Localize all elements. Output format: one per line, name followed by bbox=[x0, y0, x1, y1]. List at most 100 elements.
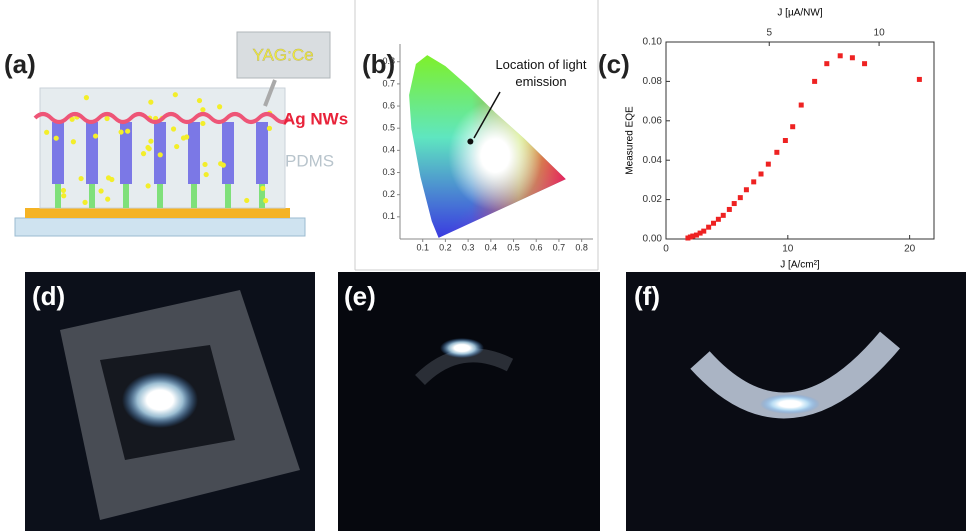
emission bbox=[122, 372, 198, 428]
x-tick-label: 0.3 bbox=[462, 242, 475, 252]
x-axis-title: J [A/cm²] bbox=[780, 260, 820, 271]
yag-arrow bbox=[263, 79, 277, 107]
panel-label: (e) bbox=[344, 281, 376, 311]
nanowire bbox=[188, 122, 200, 184]
y-tick-label: 0.7 bbox=[382, 78, 395, 88]
panel-label: (f) bbox=[634, 281, 660, 311]
y-tick-label: 0.3 bbox=[382, 167, 395, 177]
particle bbox=[263, 198, 269, 204]
y-tick-label: 0.08 bbox=[643, 76, 663, 87]
particle bbox=[83, 95, 90, 101]
panel-label: (c) bbox=[598, 49, 630, 79]
particle bbox=[98, 188, 104, 194]
photo-e: (e) bbox=[338, 272, 600, 531]
data-point bbox=[916, 76, 922, 82]
panel-label: (b) bbox=[362, 49, 395, 79]
data-point bbox=[731, 201, 737, 207]
nanowire bbox=[256, 122, 268, 184]
particle bbox=[202, 161, 208, 168]
y-tick-label: 0.10 bbox=[643, 37, 663, 48]
annotation-arrow bbox=[473, 91, 501, 139]
photo-f: (f) bbox=[626, 272, 966, 531]
particle bbox=[200, 120, 206, 127]
agnw-label: Ag NWs bbox=[283, 109, 348, 128]
particle bbox=[170, 126, 177, 132]
panel-label: (a) bbox=[4, 49, 36, 79]
particle bbox=[61, 193, 67, 199]
y-tick-label: 0.06 bbox=[643, 115, 663, 126]
nanowire bbox=[86, 122, 98, 184]
particle bbox=[125, 128, 131, 134]
data-point bbox=[743, 187, 749, 193]
y-tick-label: 0.8 bbox=[382, 56, 395, 66]
particle bbox=[184, 134, 190, 140]
particle bbox=[217, 104, 223, 110]
contact bbox=[89, 184, 95, 208]
panel-b: (b) bbox=[354, 0, 599, 271]
particle bbox=[218, 161, 224, 167]
data-point bbox=[711, 220, 717, 226]
particle bbox=[92, 133, 99, 139]
contact bbox=[259, 184, 265, 208]
x2-tick-label: 5 bbox=[766, 28, 772, 39]
x-tick-label: 0.5 bbox=[507, 242, 520, 252]
y-tick-label: 0.4 bbox=[382, 145, 395, 155]
emission-point bbox=[467, 138, 474, 145]
pdms-label: PDMS bbox=[285, 151, 334, 170]
data-point bbox=[693, 232, 699, 238]
particle bbox=[60, 187, 67, 194]
x-tick-label: 0.1 bbox=[416, 242, 429, 252]
data-point bbox=[715, 216, 721, 222]
particle bbox=[53, 135, 59, 141]
data-point bbox=[824, 61, 830, 67]
nanowire bbox=[120, 122, 132, 184]
particle bbox=[174, 143, 180, 150]
yag-box bbox=[236, 31, 331, 79]
y-tick-label: 0.5 bbox=[382, 123, 395, 133]
data-point bbox=[720, 212, 726, 218]
particle bbox=[78, 175, 84, 182]
x2-tick-label: 10 bbox=[874, 28, 886, 39]
particle bbox=[172, 92, 178, 98]
data-point bbox=[837, 53, 843, 59]
emission bbox=[760, 394, 820, 414]
electrode bbox=[25, 208, 290, 218]
substrate bbox=[14, 217, 306, 237]
data-point bbox=[701, 228, 707, 234]
annotation: Location of light emission bbox=[495, 57, 587, 89]
data-point bbox=[706, 224, 712, 230]
contact bbox=[123, 184, 129, 208]
particle bbox=[69, 116, 75, 122]
x-tick-label: 0.2 bbox=[439, 242, 452, 252]
particle bbox=[266, 125, 273, 131]
data-point bbox=[751, 179, 757, 185]
x-tick-label: 0.6 bbox=[530, 242, 543, 252]
data-point bbox=[758, 171, 764, 177]
data-point bbox=[774, 149, 780, 155]
y-tick-label: 0.00 bbox=[643, 234, 663, 245]
data-point bbox=[697, 230, 703, 236]
y-tick-label: 0.1 bbox=[382, 211, 395, 221]
particle bbox=[203, 171, 209, 178]
x-tick-label: 0.7 bbox=[553, 242, 566, 252]
data-point bbox=[765, 161, 771, 167]
data-point bbox=[782, 138, 788, 143]
particle bbox=[196, 97, 203, 104]
data-point bbox=[737, 195, 743, 201]
photo bbox=[338, 272, 600, 531]
nanowire bbox=[222, 122, 234, 184]
nanowire bbox=[52, 122, 64, 184]
data-point bbox=[798, 102, 804, 108]
y-tick-label: 0.2 bbox=[382, 189, 395, 199]
data-point bbox=[862, 61, 868, 67]
particle bbox=[140, 151, 147, 157]
photo-d: (d) bbox=[25, 272, 315, 531]
particle bbox=[82, 199, 88, 205]
particle bbox=[70, 139, 76, 145]
particle bbox=[118, 129, 124, 135]
particle bbox=[200, 107, 206, 113]
particle bbox=[44, 129, 50, 135]
particle bbox=[104, 115, 110, 122]
